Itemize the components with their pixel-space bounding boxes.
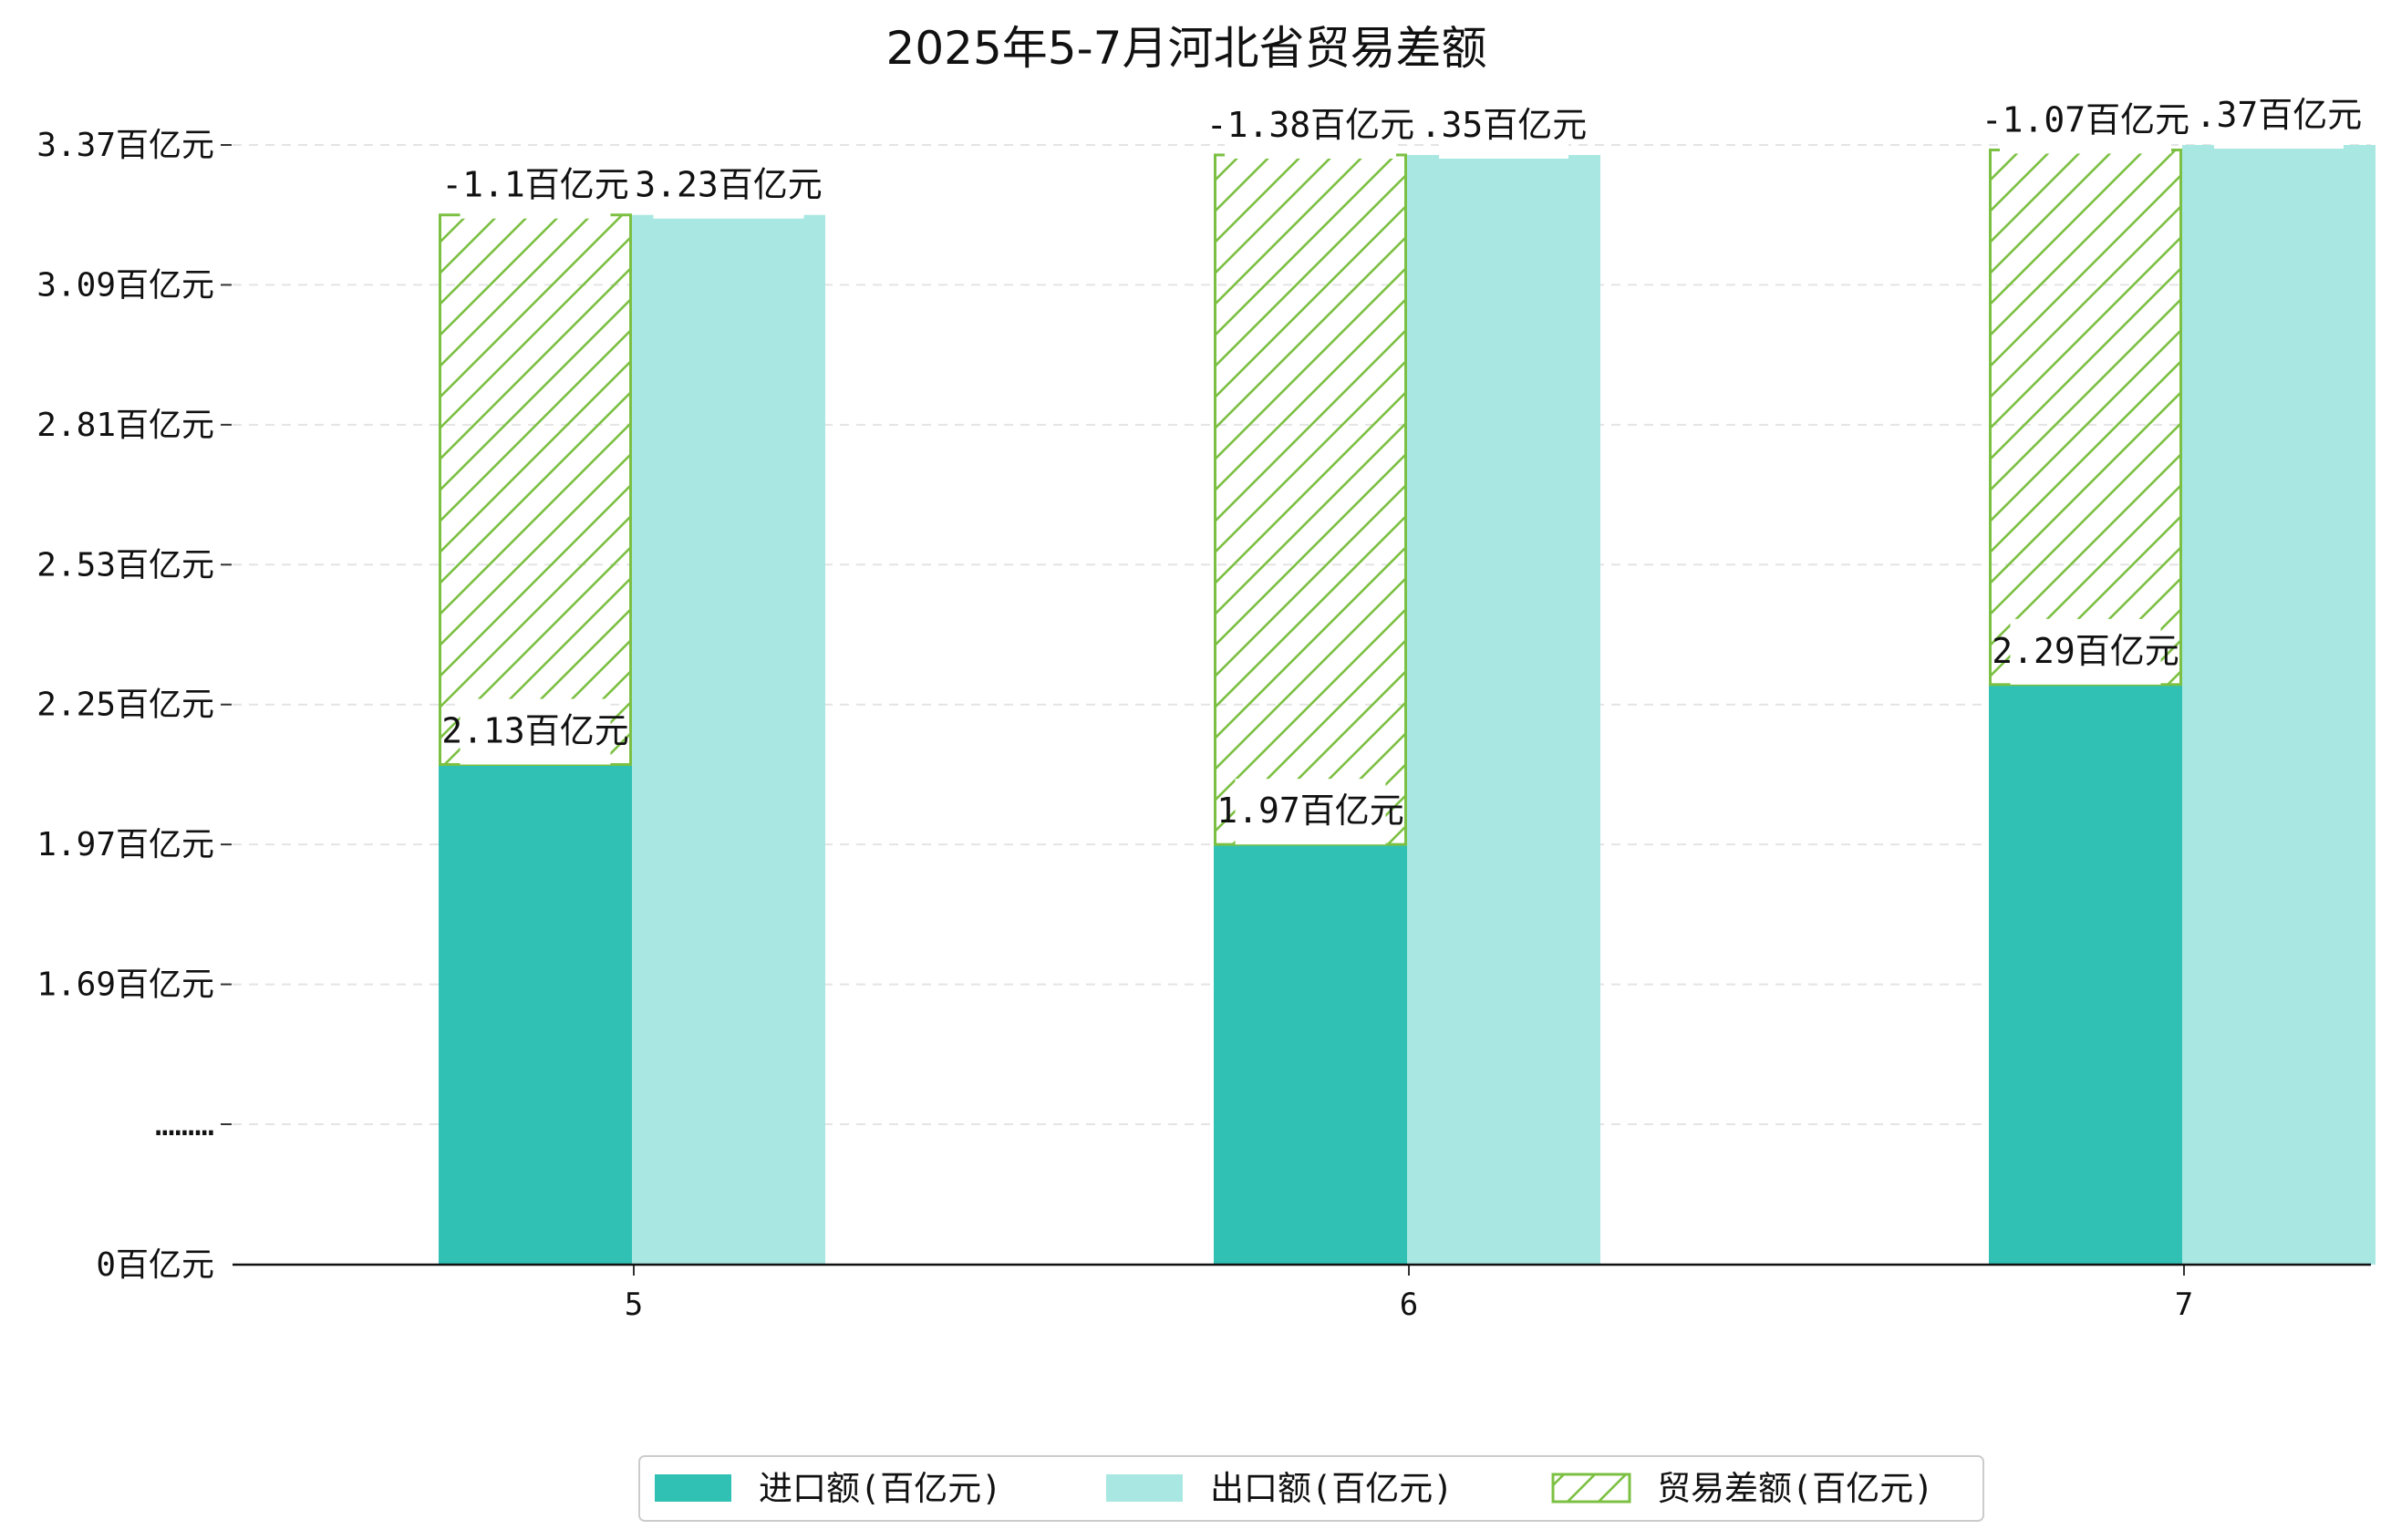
legend-label: 贸易差额(百亿元) [1657, 1469, 1934, 1508]
import-bar [439, 764, 632, 1265]
export-value-label: .35百亿元 [1421, 105, 1588, 145]
balance-bar [1989, 148, 2182, 687]
y-axis: 0百亿元 ……… 1.69百亿元 1.97百亿元 2.25百亿元 2.53百亿元 2.81百… [36, 127, 232, 1284]
y-tick-label: 2.53百亿元 [36, 546, 214, 584]
chart-title: 2025年5-7月河北省贸易差额 [886, 22, 1487, 75]
export-value-label-bg [1439, 92, 1568, 159]
legend-label: 出口额(百亿元) [1210, 1469, 1454, 1508]
export-value-label-bg [2214, 83, 2344, 149]
import-value-label-bg [2010, 618, 2161, 685]
export-bar [632, 214, 825, 1266]
balance-value-label: -1.07百亿元 [1982, 99, 2189, 140]
legend-swatch [1106, 1474, 1183, 1502]
y-tick-label: 3.09百亿元 [36, 266, 214, 304]
import-bar [1989, 684, 2182, 1265]
x-axis: 5 6 7 [233, 1263, 2371, 1323]
export-bar [1407, 154, 1600, 1265]
balance-value-label-bg [1225, 92, 1396, 159]
bars [439, 145, 2375, 1266]
export-value-label: 3.23百亿元 [635, 165, 823, 205]
export-bar [2182, 145, 2375, 1265]
y-tick-label: 2.81百亿元 [36, 407, 214, 444]
import-bar [1214, 844, 1407, 1265]
balance-bar [1214, 153, 1407, 846]
legend-swatch [1551, 1473, 1631, 1504]
y-tick-label: 1.97百亿元 [36, 826, 214, 863]
x-tick-label: 7 [2175, 1287, 2193, 1323]
y-tick-label: 2.25百亿元 [36, 687, 214, 724]
balance-value-label: -1.1百亿元 [441, 165, 629, 205]
balance-bar [439, 213, 632, 766]
legend-box [638, 1455, 1984, 1522]
balance-value-label-bg [2000, 88, 2171, 154]
y-tick-label: 1.69百亿元 [36, 966, 214, 1004]
legend-label: 进口额(百亿元) [759, 1469, 1002, 1508]
y-tick-label: 3.37百亿元 [36, 127, 214, 164]
y-tick-label: ……… [155, 1106, 214, 1143]
y-tick-label: 0百亿元 [96, 1246, 214, 1284]
import-value-label: 2.29百亿元 [1992, 631, 2179, 671]
import-value-label: 2.13百亿元 [441, 710, 629, 750]
data-labels: 3.23百亿元-1.1百亿元 2.13百亿元 .35百亿元-1.38百亿元 1.97百… [441, 83, 2363, 845]
balance-value-label-bg [460, 152, 611, 219]
import-value-label: 1.97百亿元 [1216, 791, 1404, 831]
balance-value-label: -1.38百亿元 [1206, 105, 1414, 145]
import-value-label-bg [460, 698, 611, 765]
x-tick-label: 5 [625, 1287, 643, 1323]
legend-swatch [655, 1474, 731, 1502]
export-value-label-bg [653, 152, 804, 219]
import-value-label-bg [1235, 779, 1386, 845]
export-value-label: .37百亿元 [2196, 95, 2363, 135]
x-tick-label: 6 [1400, 1287, 1418, 1323]
legend: 进口额(百亿元) 出口额(百亿元) 贸易差额(百亿元) [638, 1455, 1984, 1522]
